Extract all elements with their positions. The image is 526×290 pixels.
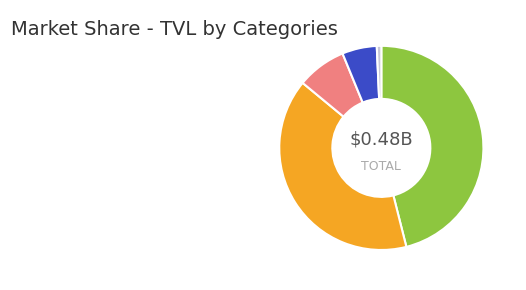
Wedge shape bbox=[279, 83, 407, 250]
Text: 0.717%: 0.717% bbox=[171, 262, 240, 280]
Circle shape bbox=[22, 261, 44, 281]
Text: Bridge: Bridge bbox=[58, 83, 104, 97]
Text: 7.811%: 7.811% bbox=[171, 171, 240, 189]
Wedge shape bbox=[302, 53, 363, 117]
Circle shape bbox=[22, 125, 44, 146]
Wedge shape bbox=[381, 46, 483, 247]
Text: Other: Other bbox=[58, 264, 97, 278]
Wedge shape bbox=[377, 46, 381, 99]
Text: 5.488%: 5.488% bbox=[171, 217, 240, 235]
Text: Dexes: Dexes bbox=[58, 128, 100, 142]
Text: $0.48B: $0.48B bbox=[350, 131, 413, 149]
Text: Assets: Assets bbox=[58, 173, 103, 188]
Circle shape bbox=[22, 215, 44, 236]
Text: 46.058%: 46.058% bbox=[160, 81, 240, 99]
Text: Market Share - TVL by Categories: Market Share - TVL by Categories bbox=[11, 20, 337, 39]
Circle shape bbox=[22, 170, 44, 191]
Text: Yield: Yield bbox=[58, 219, 91, 233]
Circle shape bbox=[22, 80, 44, 100]
Wedge shape bbox=[342, 46, 379, 103]
Text: 39.925%: 39.925% bbox=[159, 126, 240, 144]
Text: TOTAL: TOTAL bbox=[361, 160, 401, 173]
